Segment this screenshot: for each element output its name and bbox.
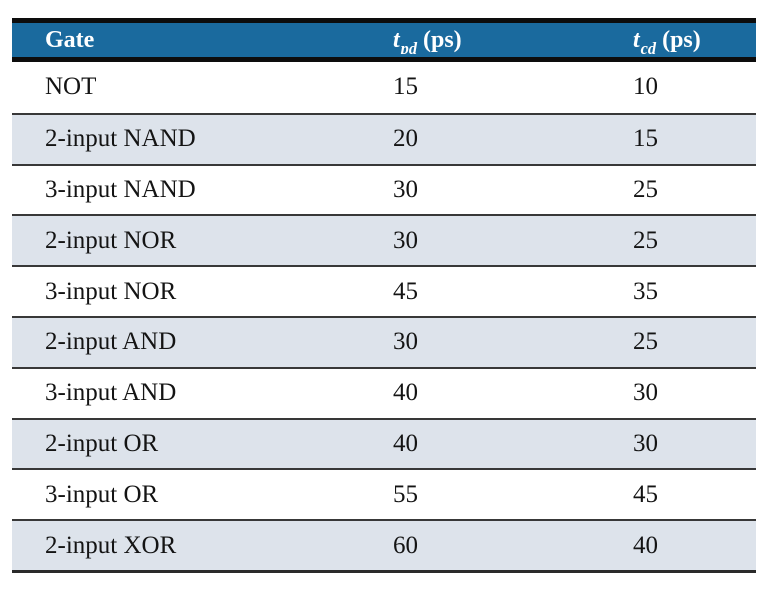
header-gate: Gate	[12, 27, 380, 54]
header-gate-label: Gate	[45, 26, 95, 53]
gate-cell: 2-input XOR	[45, 531, 177, 559]
table-row: 3-input OR 55 45	[12, 468, 756, 520]
gate-cell: NOT	[45, 73, 97, 101]
tpd-symbol: t	[393, 26, 400, 53]
gate-cell: 2-input AND	[45, 328, 177, 356]
tcd-cell: 10	[633, 73, 658, 101]
tpd-cell: 45	[393, 277, 418, 305]
tcd-cell: 25	[633, 175, 658, 203]
table-row: NOT 15 10	[12, 62, 756, 113]
table-row: 2-input NAND 20 15	[12, 112, 756, 164]
tpd-cell: 60	[393, 531, 418, 559]
gate-cell: 3-input NAND	[45, 175, 196, 203]
tcd-subscript: cd	[640, 39, 657, 54]
table-row: 2-input AND 30 25	[12, 315, 756, 367]
tcd-cell: 30	[633, 379, 658, 407]
table-header-row: Gate tpd (ps) tcd (ps)	[12, 23, 756, 57]
table-top-rule	[12, 18, 756, 23]
table-row: 2-input XOR 60 40	[12, 519, 756, 570]
tpd-cell: 55	[393, 480, 418, 508]
tpd-unit: (ps)	[422, 26, 462, 53]
tcd-unit: (ps)	[662, 26, 701, 53]
tcd-cell: 45	[633, 480, 658, 508]
tcd-cell: 30	[633, 429, 658, 457]
tpd-cell: 40	[393, 379, 418, 407]
table-row: 2-input NOR 30 25	[12, 214, 756, 266]
tcd-cell: 40	[633, 531, 658, 559]
table-header-rule	[12, 57, 756, 62]
table-row: 3-input AND 40 30	[12, 366, 756, 418]
header-tcd: tcd (ps)	[623, 27, 756, 54]
table-body: NOT 15 10 2-input NAND 20 15 3-input NAN…	[12, 62, 756, 573]
tpd-cell: 30	[393, 328, 418, 356]
tcd-cell: 35	[633, 277, 658, 305]
header-tpd: tpd (ps)	[380, 27, 623, 54]
gate-delay-table: Gate tpd (ps) tcd (ps) NOT 15 10 2-input N…	[12, 18, 756, 573]
tcd-cell: 15	[633, 125, 658, 153]
tpd-cell: 30	[393, 226, 418, 254]
gate-cell: 3-input NOR	[45, 277, 177, 305]
tpd-cell: 20	[393, 125, 418, 153]
table-row: 3-input NAND 30 25	[12, 163, 756, 215]
tpd-cell: 15	[393, 73, 418, 101]
gate-cell: 2-input NAND	[45, 125, 196, 153]
tpd-cell: 40	[393, 429, 418, 457]
tcd-symbol: t	[633, 26, 640, 53]
gate-cell: 2-input OR	[45, 429, 159, 457]
tcd-cell: 25	[633, 328, 658, 356]
table-row: 2-input OR 40 30	[12, 417, 756, 469]
tpd-cell: 30	[393, 175, 418, 203]
tpd-subscript: pd	[400, 39, 417, 54]
gate-cell: 3-input AND	[45, 379, 177, 407]
gate-cell: 3-input OR	[45, 480, 159, 508]
tcd-cell: 25	[633, 226, 658, 254]
table-row: 3-input NOR 45 35	[12, 265, 756, 316]
gate-cell: 2-input NOR	[45, 226, 177, 254]
